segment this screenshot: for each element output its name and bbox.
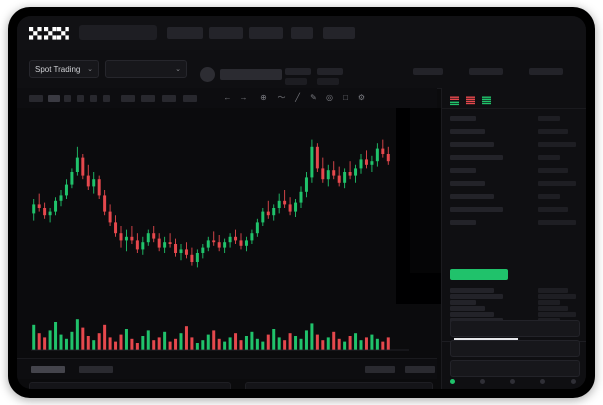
order-book-ask-size [538,129,568,134]
order-amount-input[interactable] [450,340,580,357]
order-book-ask-size [538,220,576,225]
timeframe-button-6[interactable] [103,95,110,102]
order-book-ask-row[interactable] [450,220,476,225]
trading-pair-selector[interactable]: ⌄ [105,60,187,78]
nav-item-4[interactable] [291,27,313,39]
redo-icon[interactable]: → [239,93,248,102]
trading-mode-dropdown[interactable]: Spot Trading ⌄ [29,60,99,78]
timeframe-button-5[interactable] [90,95,97,102]
order-book-ask-row[interactable] [450,181,485,186]
order-total-input[interactable] [450,360,580,377]
order-book-bid-row[interactable] [450,306,485,311]
bottom-panel-left[interactable] [29,382,231,389]
tab-open-orders[interactable] [31,366,65,373]
global-search-input[interactable] [79,25,157,40]
indicator-button-4[interactable] [183,95,197,102]
slider-dot-2[interactable] [510,379,515,384]
buy-tab-underline [454,338,518,340]
chevron-down-icon: ⌄ [87,66,93,73]
indicator-button-3[interactable] [162,95,176,102]
stat-24h-turnover [529,68,563,75]
chart-tool-strip: ← → ⊕ 〜 ╱ ✎ ◎ □ ⚙ [17,88,437,109]
order-book-bid-row[interactable] [450,288,494,293]
trading-mode-label: Spot Trading [35,64,81,74]
nav-item-3[interactable] [249,27,283,39]
stat-24h-volume [469,68,503,75]
book-full-icon[interactable] [450,93,460,106]
chart-right-overlay-inner [410,108,444,273]
top-navigation-bar [17,16,586,51]
slider-dot-0[interactable] [450,379,455,384]
order-book-bid-size [538,312,576,317]
book-bids-icon[interactable] [482,93,492,105]
pencil-icon[interactable]: ✎ [310,93,317,102]
nav-item-2[interactable] [209,27,243,39]
order-book-ask-row[interactable] [450,207,503,212]
candlestick-chart-canvas [31,139,409,351]
order-book-ask-row[interactable] [450,142,494,147]
order-book-ask-size [538,142,576,147]
timeframe-button-4[interactable] [77,95,84,102]
order-book-bid-row[interactable] [450,300,476,305]
stat-24h-change-value [285,78,307,85]
order-book-ask-size [538,207,568,212]
order-book-ask-size [538,155,560,160]
order-book-panel: Buy Sell [441,88,586,389]
order-book-ask-size [538,168,568,173]
order-book-ask-row[interactable] [450,116,476,121]
stat-24h-high-value [317,78,339,85]
order-book-bid-row[interactable] [450,312,494,317]
chart-footer-tabs [17,358,437,379]
last-price-value [220,69,282,80]
order-book-bid-size [538,288,568,293]
nav-item-1[interactable] [167,27,203,39]
magnet-icon[interactable]: ◎ [326,93,333,102]
tab-order-history[interactable] [79,366,113,373]
stat-24h-change [285,68,311,75]
settings-gear-icon[interactable]: ⚙ [357,93,366,102]
amount-percent-slider[interactable] [450,376,578,386]
chevron-down-icon: ⌄ [175,66,181,73]
indicator-button-2[interactable] [141,95,155,102]
spread-price-highlight [450,269,508,280]
tablet-device-frame: Spot Trading ⌄ ⌄ [8,7,595,398]
nav-item-5[interactable] [323,27,355,39]
tablet-screen: Spot Trading ⌄ ⌄ [17,16,586,389]
timeframe-button-2[interactable] [48,95,60,102]
slider-dot-4[interactable] [571,379,576,384]
order-price-input[interactable] [450,320,580,337]
order-book-ask-row[interactable] [450,168,476,173]
crosshair-icon[interactable]: ⊕ [260,93,267,102]
order-book-ask-size [538,116,560,121]
timeframe-button-1[interactable] [29,95,43,102]
stat-24h-low [413,68,443,75]
bottom-panel-right[interactable] [245,382,433,389]
price-chart[interactable] [17,108,437,358]
coin-avatar [200,67,215,82]
order-book-ask-size [538,194,560,199]
undo-icon[interactable]: ← [223,93,232,102]
order-book-bid-size [538,300,560,305]
indicator-button-1[interactable] [121,95,135,102]
order-book-bid-row[interactable] [450,294,503,299]
order-book-ask-row[interactable] [450,155,503,160]
order-book-header [442,88,586,109]
order-book-ask-row[interactable] [450,194,494,199]
okx-logo[interactable] [29,26,69,40]
slider-dot-3[interactable] [540,379,545,384]
order-book-ask-size [538,181,576,186]
ray-icon[interactable]: ╱ [295,93,300,102]
order-book-bid-size [538,294,576,299]
stat-24h-high [317,68,343,75]
tab-filter[interactable] [365,366,395,373]
timeframe-button-3[interactable] [64,95,71,102]
tab-hide-other[interactable] [405,366,435,373]
book-asks-icon[interactable] [466,93,476,105]
order-book-bid-size [538,306,568,311]
trendline-icon[interactable]: 〜 [277,93,286,102]
shapes-icon[interactable]: □ [343,93,348,102]
order-book-ask-row[interactable] [450,129,485,134]
slider-dot-1[interactable] [480,379,485,384]
